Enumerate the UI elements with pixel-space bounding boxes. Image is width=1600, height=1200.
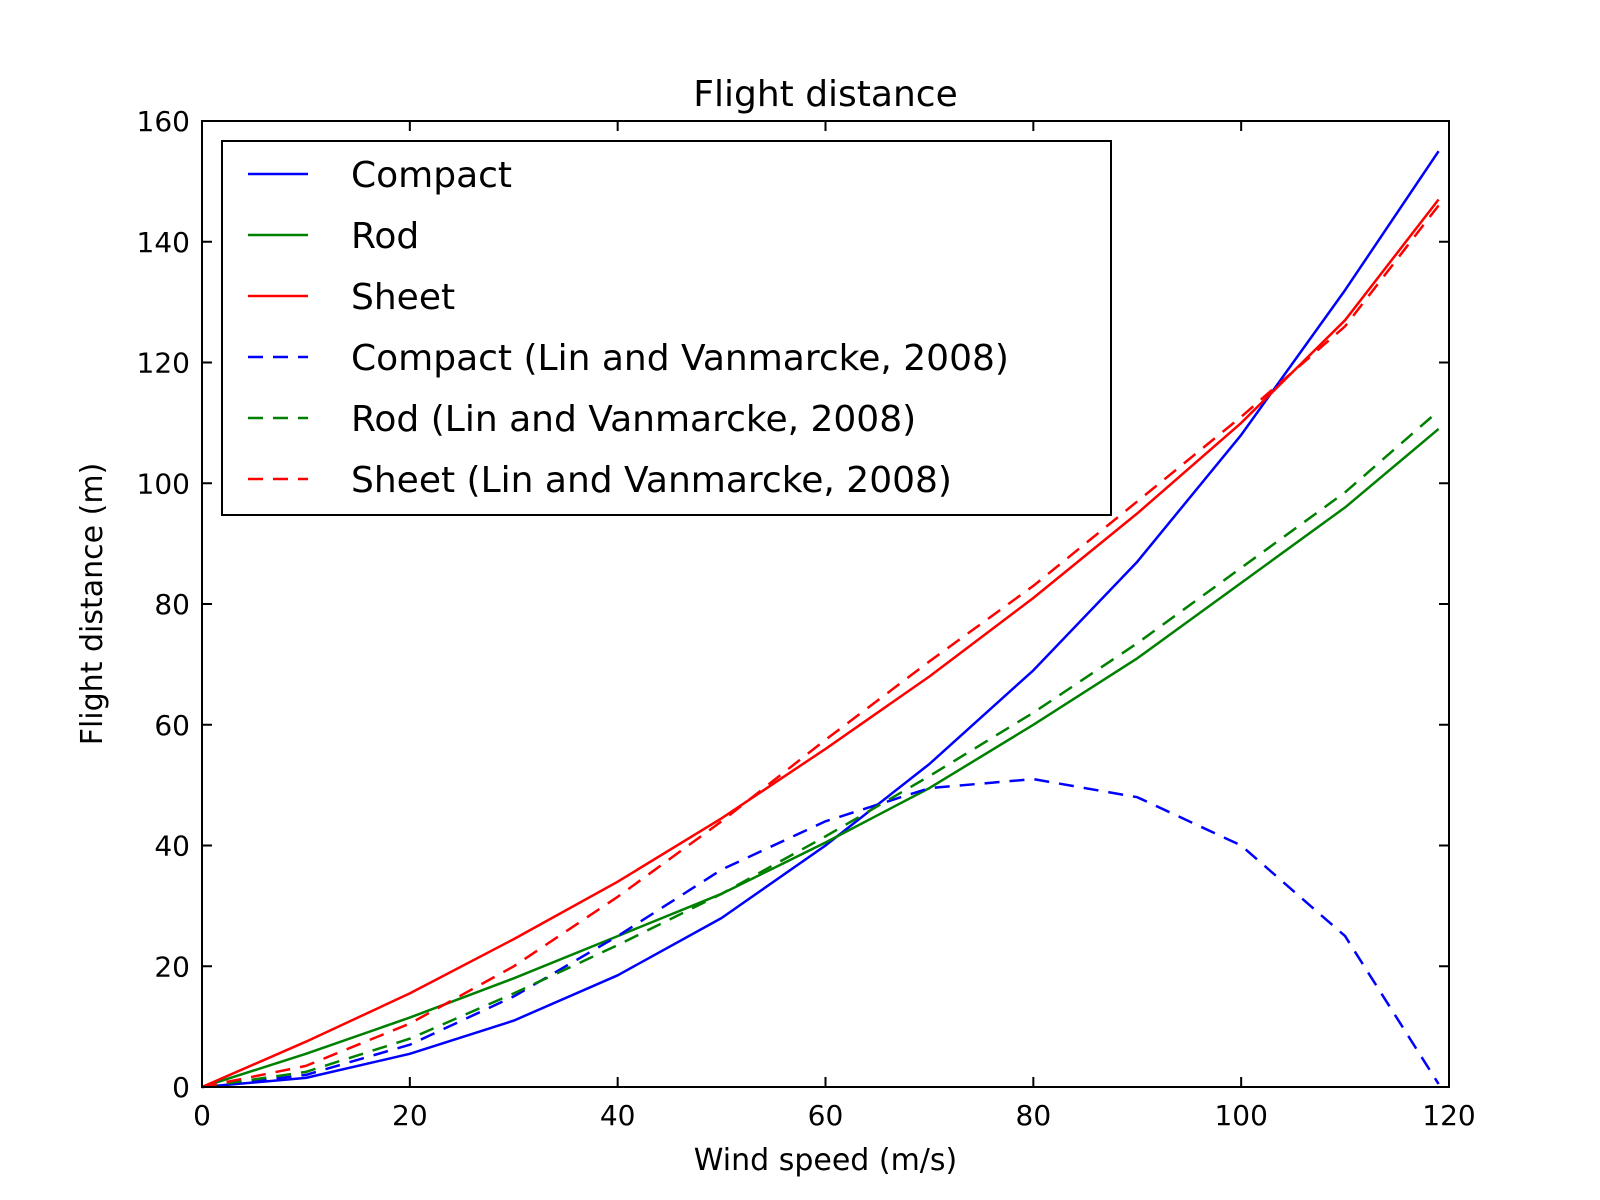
y-tick-label: 100 xyxy=(137,467,190,500)
y-tick-label: 40 xyxy=(154,830,190,863)
series-line-1 xyxy=(201,427,1440,1089)
x-axis: 0 20 40 60 80 100 120 xyxy=(193,121,1476,1132)
y-axis: 0 20 40 60 80 100 120 140 160 xyxy=(137,105,1449,1104)
x-tick-label: 120 xyxy=(1422,1099,1475,1132)
series-line-0 xyxy=(201,150,1440,1089)
legend-label-2: Sheet xyxy=(351,277,455,318)
legend: Compact Rod Sheet Compact (Lin and Vanmarck… xyxy=(221,140,1112,516)
y-axis-title: Flight distance (m) xyxy=(75,463,110,746)
y-tick-label: 140 xyxy=(137,226,190,259)
x-axis-title: Wind speed (m/s) xyxy=(694,1143,957,1178)
x-tick-label: 80 xyxy=(1016,1099,1052,1132)
x-tick-label: 60 xyxy=(808,1099,844,1132)
series-layer xyxy=(201,150,1440,1089)
legend-label-0: Compact xyxy=(351,155,512,196)
y-tick-label: 0 xyxy=(172,1071,190,1104)
legend-label-3: Compact (Lin and Vanmarcke, 2008) xyxy=(351,338,1009,379)
x-tick-label: 40 xyxy=(600,1099,636,1132)
series-line-4 xyxy=(201,409,1440,1089)
x-tick-label: 20 xyxy=(392,1099,428,1132)
y-tick-label: 60 xyxy=(154,709,190,742)
x-tick-label: 100 xyxy=(1214,1099,1267,1132)
y-tick-label: 20 xyxy=(154,950,190,983)
y-tick-label: 160 xyxy=(137,105,190,138)
y-tick-label: 80 xyxy=(154,588,190,621)
legend-label-1: Rod xyxy=(351,216,419,257)
x-tick-label: 0 xyxy=(193,1099,211,1132)
y-tick-label: 120 xyxy=(137,347,190,380)
series-line-2 xyxy=(201,198,1440,1089)
legend-label-5: Sheet (Lin and Vanmarcke, 2008) xyxy=(351,460,952,501)
chart-title: Flight distance xyxy=(693,74,957,115)
series-line-3 xyxy=(201,777,1440,1089)
legend-box xyxy=(221,140,1112,516)
legend-label-4: Rod (Lin and Vanmarcke, 2008) xyxy=(351,399,916,440)
